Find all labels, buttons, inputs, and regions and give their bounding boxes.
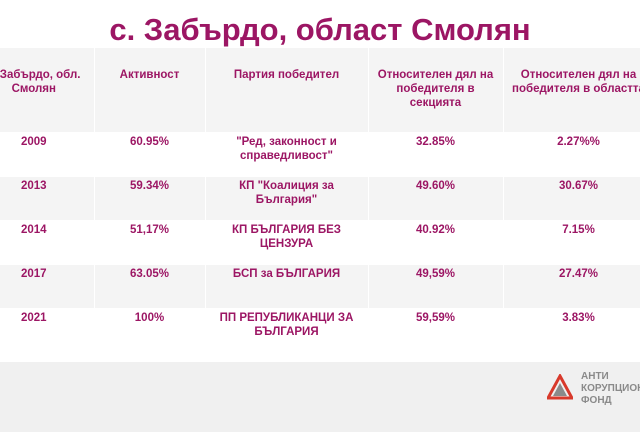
cell-turnout: 100%	[94, 308, 206, 353]
cell-party: ПП РЕПУБЛИКАНЦИ ЗА БЪЛГАРИЯ	[205, 308, 369, 353]
logo-line: ФОНД	[581, 395, 612, 406]
cell-share-section: 49,59%	[368, 264, 504, 309]
cell-share-section: 40.92%	[368, 220, 504, 265]
cell-share-region: 27.47%	[503, 264, 640, 309]
cell-year: 2013	[0, 176, 95, 221]
logo-line: КОРУПЦИОНЕН	[581, 383, 640, 394]
anti-corruption-fund-logo: АНТИ КОРУПЦИОНЕН ФОНД	[547, 370, 640, 410]
cell-share-region: 3.83%	[503, 308, 640, 353]
table-row: 2017 63.05% БСП за БЪЛГАРИЯ 49,59% 27.47…	[0, 264, 640, 309]
cell-share-section: 49.60%	[368, 176, 504, 221]
table-row: 2009 60.95% "Ред, законност и справедлив…	[0, 132, 640, 177]
title-bar	[0, 0, 640, 50]
triangle-logo-icon	[547, 374, 573, 400]
logo-text: АНТИ КОРУПЦИОНЕН ФОНД	[581, 371, 640, 407]
cell-party: КП "Коалиция за България"	[205, 176, 369, 221]
table-row: 2013 59.34% КП "Коалиция за България" 49…	[0, 176, 640, 221]
table-header-row: с. Забърдо, обл. Смолян Активност Партия…	[0, 48, 640, 133]
cell-turnout: 59.34%	[94, 176, 206, 221]
cell-party: "Ред, законност и справедливост"	[205, 132, 369, 177]
table-row: 2021 100% ПП РЕПУБЛИКАНЦИ ЗА БЪЛГАРИЯ 59…	[0, 308, 640, 353]
cell-year: 2014	[0, 220, 95, 265]
cell-share-section: 32.85%	[368, 132, 504, 177]
cell-year: 2017	[0, 264, 95, 309]
cell-turnout: 60.95%	[94, 132, 206, 177]
page-title: с. Забърдо, област Смолян	[109, 12, 531, 47]
footer-band	[0, 362, 640, 432]
cell-share-section: 59,59%	[368, 308, 504, 353]
cell-share-region: 2.27%%	[503, 132, 640, 177]
header-share-section: Относителен дял на победителя в секцията	[368, 48, 504, 133]
header-location: с. Забърдо, обл. Смолян	[0, 48, 95, 133]
header-share-region: Относителен дял на победителя в областта	[503, 48, 640, 133]
header-winning-party: Партия победител	[205, 48, 369, 133]
logo-line: АНТИ	[581, 371, 609, 382]
cell-share-region: 30.67%	[503, 176, 640, 221]
table-row: 2014 51,17% КП БЪЛГАРИЯ БЕЗ ЦЕНЗУРА 40.9…	[0, 220, 640, 265]
cell-year: 2009	[0, 132, 95, 177]
cell-party: КП БЪЛГАРИЯ БЕЗ ЦЕНЗУРА	[205, 220, 369, 265]
cell-party: БСП за БЪЛГАРИЯ	[205, 264, 369, 309]
header-turnout: Активност	[94, 48, 206, 133]
cell-turnout: 63.05%	[94, 264, 206, 309]
cell-turnout: 51,17%	[94, 220, 206, 265]
cell-year: 2021	[0, 308, 95, 353]
cell-share-region: 7.15%	[503, 220, 640, 265]
election-results-table: с. Забърдо, обл. Смолян Активност Партия…	[0, 48, 640, 353]
